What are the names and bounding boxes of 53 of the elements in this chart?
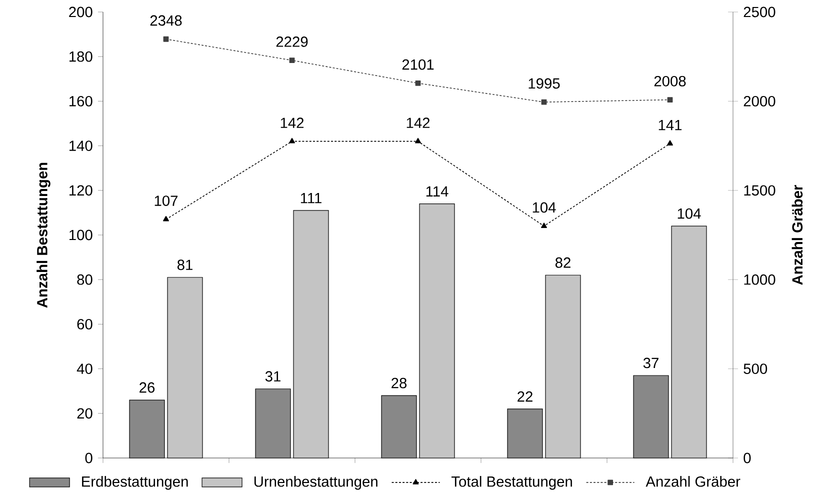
data-label: 22 xyxy=(518,391,532,402)
data-label: 111 xyxy=(300,193,322,204)
data-label: 142 xyxy=(280,118,304,128)
legend-label: Erdbestattungen xyxy=(82,476,188,490)
point xyxy=(541,99,547,105)
data-label: 2101 xyxy=(402,59,434,70)
data-label: 104 xyxy=(532,202,556,213)
point xyxy=(163,36,169,42)
point xyxy=(289,138,295,144)
data-label: 2348 xyxy=(150,15,182,26)
point xyxy=(667,140,674,146)
data-label: 82 xyxy=(555,257,570,268)
y-tick-label: 100 xyxy=(70,230,92,240)
y-tick-label: 200 xyxy=(69,6,92,18)
y-tick-label: 20 xyxy=(77,408,92,419)
y2-tick-label: 0 xyxy=(744,452,751,464)
point xyxy=(415,138,421,144)
data-label: 37 xyxy=(643,358,658,368)
y-tick-label: 40 xyxy=(76,364,92,374)
y2-tick-label: 2500 xyxy=(744,6,776,18)
data-label: 104 xyxy=(678,208,701,219)
y2-axis-title: Anzahl Gräber xyxy=(792,184,803,285)
y2-tick-label: 1000 xyxy=(744,274,776,285)
legend-label: Total Bestattungen xyxy=(451,476,572,490)
y-tick-label: 80 xyxy=(77,274,92,285)
data-label: 26 xyxy=(140,382,155,393)
point xyxy=(289,58,295,64)
y2-tick-label: 2000 xyxy=(744,96,776,106)
y-tick-label: 0 xyxy=(85,452,92,464)
data-label: 141 xyxy=(658,120,682,130)
data-label: 81 xyxy=(177,260,192,270)
y2-tick-label: 500 xyxy=(744,364,768,374)
legend-label: Urnenbestattungen xyxy=(254,476,378,490)
data-label: 107 xyxy=(154,196,178,206)
y-tick-label: 140 xyxy=(70,140,92,151)
data-label: 114 xyxy=(426,186,448,196)
data-label: 28 xyxy=(392,378,407,388)
point xyxy=(541,222,548,228)
point xyxy=(667,97,673,102)
y-tick-label: 120 xyxy=(70,185,92,196)
data-label: 31 xyxy=(265,371,280,382)
point xyxy=(415,80,421,86)
data-label: 2008 xyxy=(654,76,686,86)
y-tick-label: 160 xyxy=(70,96,92,106)
data-label: 142 xyxy=(406,118,430,128)
point xyxy=(163,216,169,222)
data-label: 1995 xyxy=(528,78,560,89)
y-tick-label: 180 xyxy=(70,51,92,62)
y2-tick-label: 1500 xyxy=(744,185,776,196)
data-label: 2229 xyxy=(276,36,308,47)
legend-label: Anzahl Gräber xyxy=(646,476,740,487)
y-axis-title: Anzahl Bestattungen xyxy=(36,162,50,308)
y-tick-label: 60 xyxy=(77,318,92,330)
